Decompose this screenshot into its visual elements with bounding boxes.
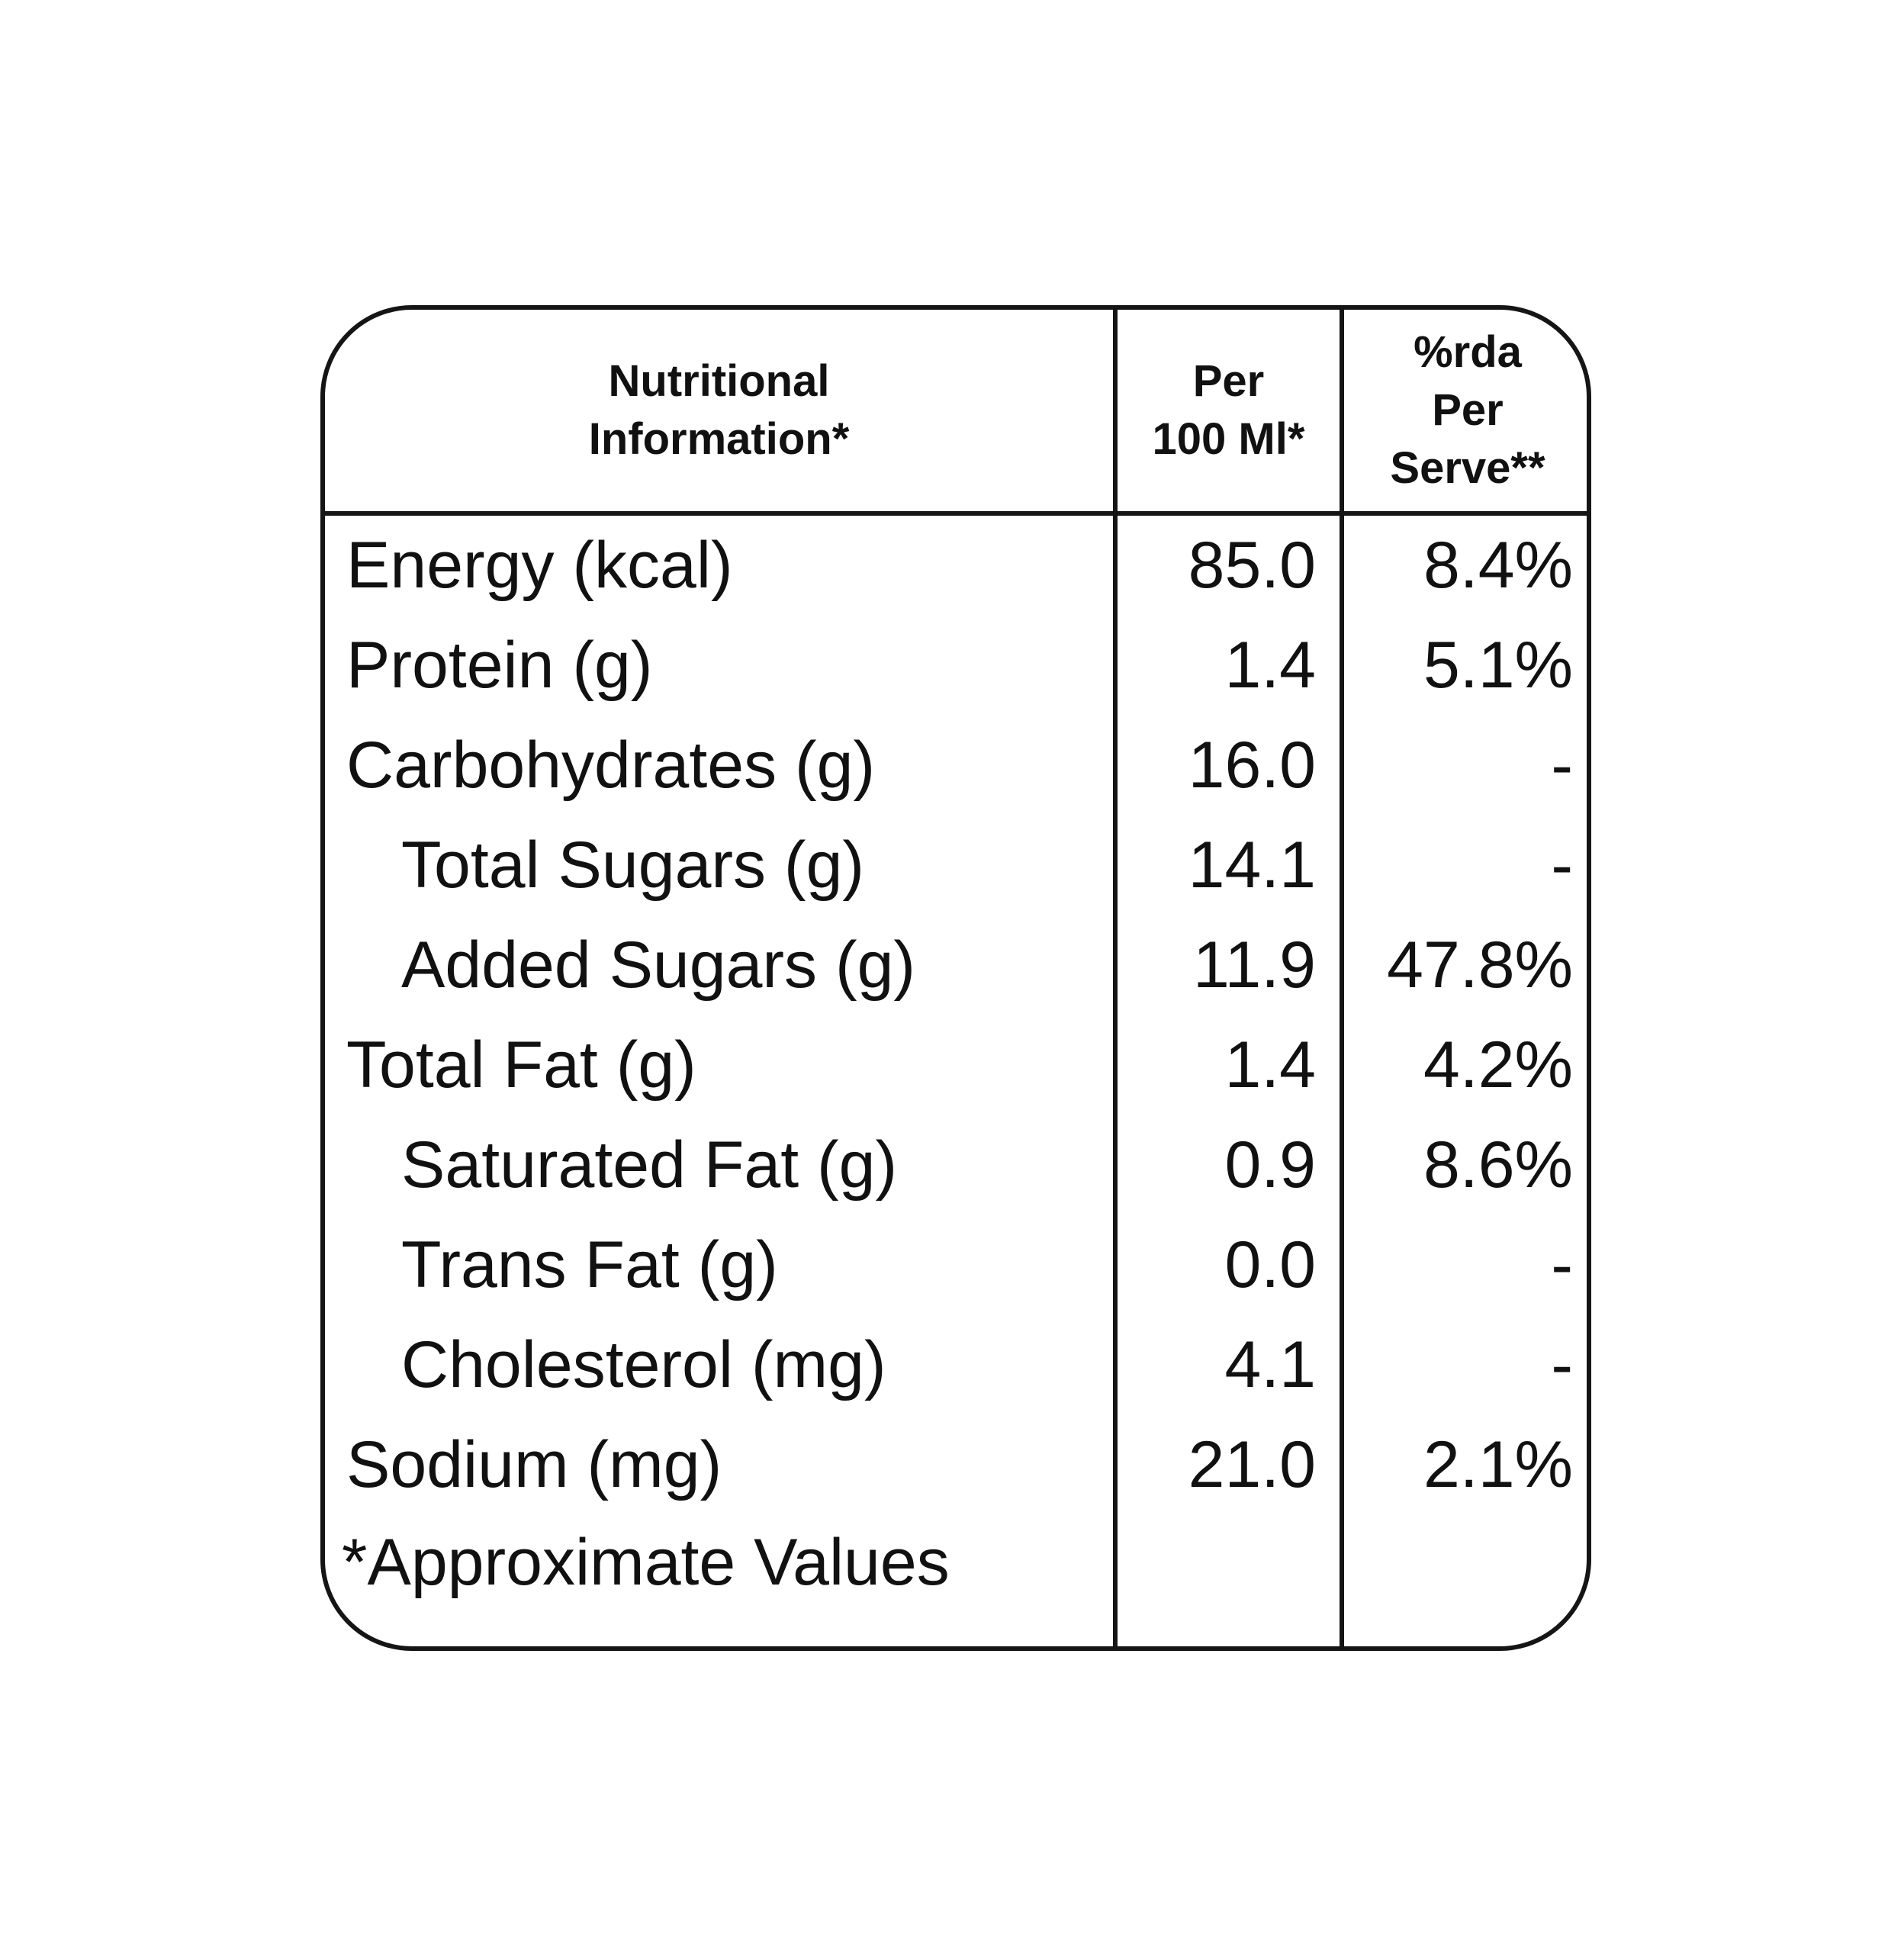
table-row: Trans Fat (g) 0.0 - bbox=[325, 1215, 1587, 1315]
column-divider bbox=[1113, 310, 1118, 1646]
nutrition-facts-table: Nutritional Information* Per 100 Ml* %rd… bbox=[320, 305, 1591, 1651]
rda-value: 5.1% bbox=[1423, 629, 1573, 702]
nutrient-name: Total Sugars (g) bbox=[401, 828, 865, 902]
rda-value: - bbox=[1551, 729, 1573, 802]
approximate-values-footnote: *Approximate Values bbox=[342, 1526, 950, 1599]
rda-value: 4.2% bbox=[1423, 1028, 1573, 1102]
table-row: Cholesterol (mg) 4.1 - bbox=[325, 1315, 1587, 1415]
nutrient-rows: Energy (kcal) 85.0 8.4% Protein (g) 1.4 … bbox=[325, 516, 1587, 1515]
per-100ml-value: 0.9 bbox=[1224, 1128, 1316, 1202]
header-line: Per bbox=[1192, 356, 1265, 406]
nutrient-name: Trans Fat (g) bbox=[401, 1228, 778, 1301]
nutrient-name: Total Fat (g) bbox=[346, 1028, 696, 1102]
nutrient-name: Cholesterol (mg) bbox=[401, 1328, 886, 1401]
table-row: Total Fat (g) 1.4 4.2% bbox=[325, 1015, 1587, 1115]
nutrient-name: Energy (kcal) bbox=[346, 529, 733, 602]
header-rda-per-serve: %rda Per Serve** bbox=[1344, 310, 1587, 511]
header-line: Per bbox=[1432, 385, 1504, 435]
table-row: Total Sugars (g) 14.1 - bbox=[325, 816, 1587, 915]
per-100ml-value: 4.1 bbox=[1224, 1328, 1316, 1401]
per-100ml-value: 11.9 bbox=[1193, 928, 1316, 1002]
header-divider bbox=[325, 511, 1587, 516]
nutrient-name: Sodium (mg) bbox=[346, 1428, 722, 1501]
nutrient-name: Carbohydrates (g) bbox=[346, 729, 876, 802]
nutrient-name: Saturated Fat (g) bbox=[401, 1128, 898, 1202]
rda-value: - bbox=[1551, 828, 1573, 902]
per-100ml-value: 14.1 bbox=[1188, 828, 1316, 902]
header-nutritional-information: Nutritional Information* bbox=[325, 310, 1113, 511]
header-line: Nutritional bbox=[608, 356, 830, 406]
table-row: Saturated Fat (g) 0.9 8.6% bbox=[325, 1115, 1587, 1215]
rda-value: 2.1% bbox=[1423, 1428, 1573, 1501]
nutrient-name: Protein (g) bbox=[346, 629, 653, 702]
rda-value: 8.4% bbox=[1423, 529, 1573, 602]
header-line: Information* bbox=[588, 414, 850, 464]
rda-value: 47.8% bbox=[1387, 928, 1573, 1002]
per-100ml-value: 16.0 bbox=[1188, 729, 1316, 802]
per-100ml-value: 1.4 bbox=[1224, 629, 1316, 702]
per-100ml-value: 21.0 bbox=[1188, 1428, 1316, 1501]
per-100ml-value: 1.4 bbox=[1224, 1028, 1316, 1102]
header-line: Serve** bbox=[1390, 443, 1545, 493]
table-row: Protein (g) 1.4 5.1% bbox=[325, 616, 1587, 716]
table-row: Carbohydrates (g) 16.0 - bbox=[325, 716, 1587, 816]
rda-value: 8.6% bbox=[1423, 1128, 1573, 1202]
header-line: %rda bbox=[1414, 327, 1522, 377]
header-line: 100 Ml* bbox=[1152, 414, 1305, 464]
per-100ml-value: 0.0 bbox=[1224, 1228, 1316, 1301]
column-divider bbox=[1340, 310, 1344, 1646]
rda-value: - bbox=[1551, 1328, 1573, 1401]
table-row: Sodium (mg) 21.0 2.1% bbox=[325, 1415, 1587, 1515]
table-row: Energy (kcal) 85.0 8.4% bbox=[325, 516, 1587, 616]
table-row: Added Sugars (g) 11.9 47.8% bbox=[325, 915, 1587, 1015]
rda-value: - bbox=[1551, 1228, 1573, 1301]
nutrient-name: Added Sugars (g) bbox=[401, 928, 916, 1002]
per-100ml-value: 85.0 bbox=[1188, 529, 1316, 602]
header-per-100ml: Per 100 Ml* bbox=[1118, 310, 1340, 511]
